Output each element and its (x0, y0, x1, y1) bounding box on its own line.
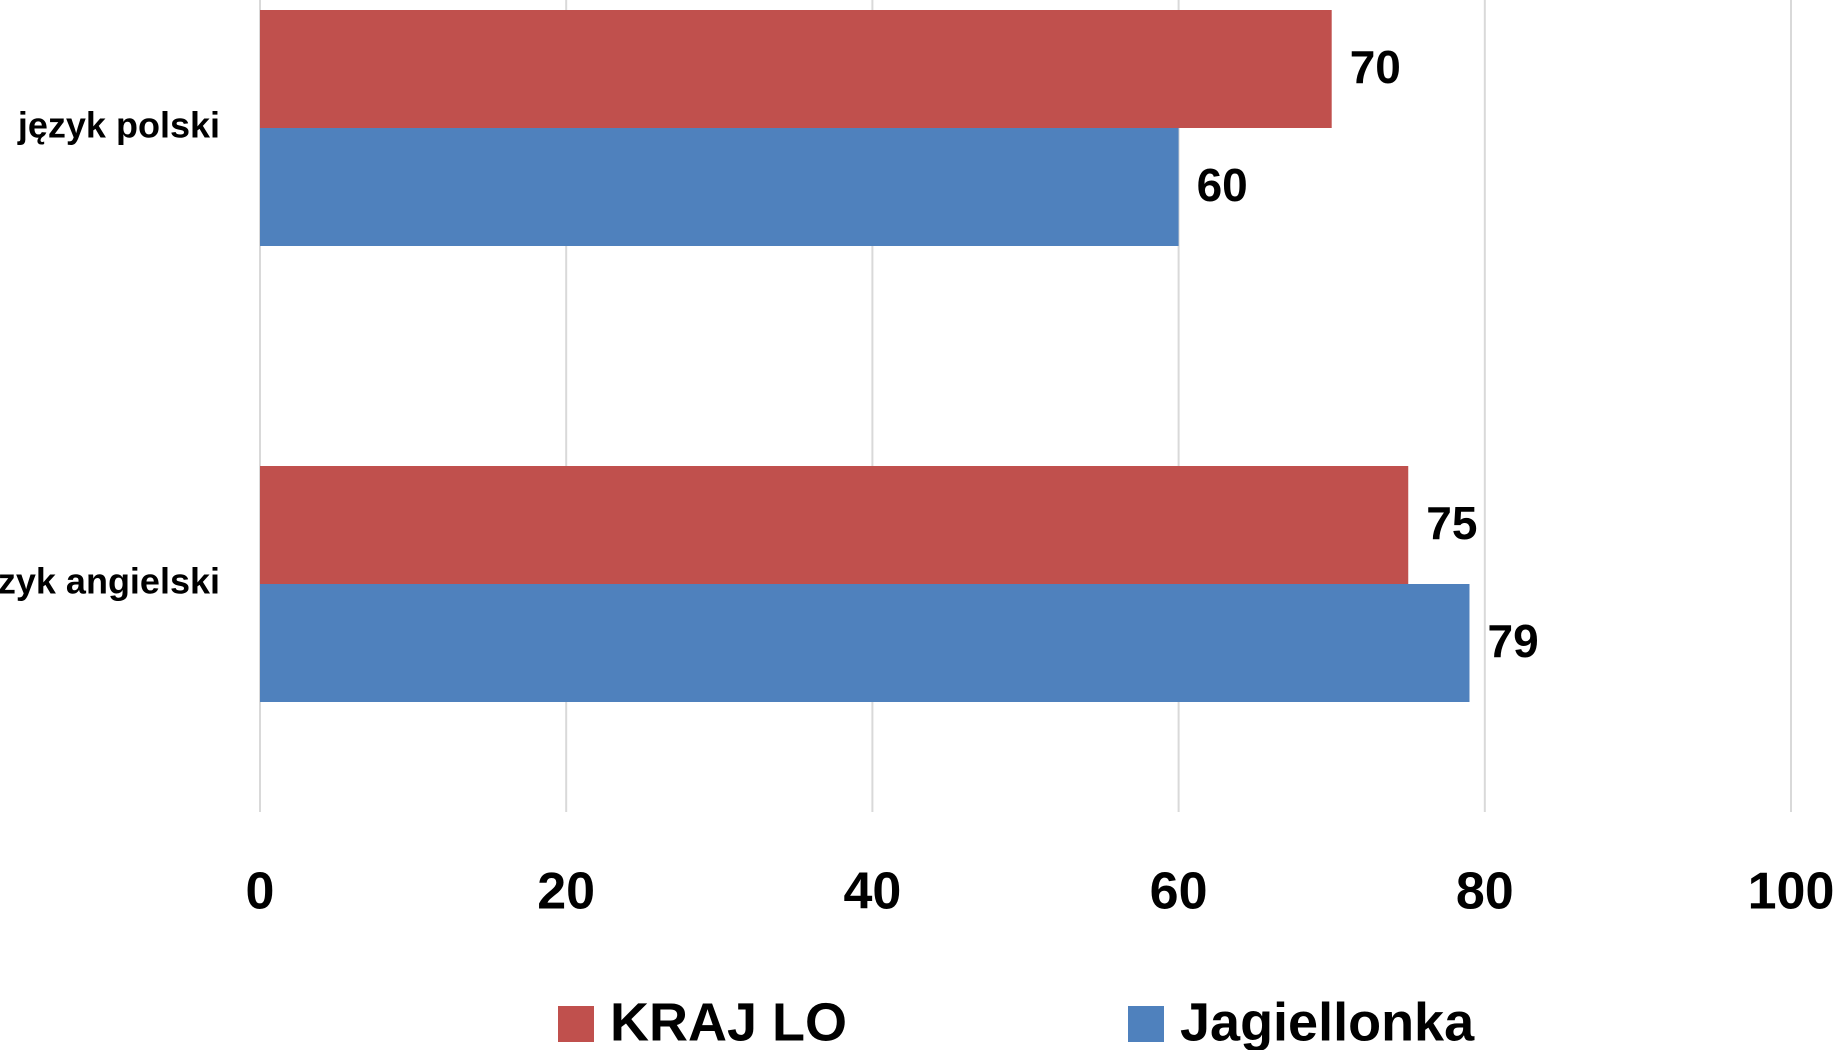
legend-swatch (1128, 1006, 1164, 1042)
category-label: język angielski (0, 561, 220, 602)
page: 0 20 40 60 80 100 język polski 70 60 język angiel… (0, 0, 1839, 1050)
x-tick-label: 60 (1150, 863, 1208, 921)
category-label: język polski (17, 105, 220, 146)
x-tick-label: 20 (537, 863, 595, 921)
bar (260, 128, 1179, 246)
bar (260, 10, 1332, 128)
legend-swatch (558, 1006, 594, 1042)
legend-label: Jagiellonka (1180, 992, 1475, 1050)
data-label: 79 (1487, 615, 1538, 667)
x-tick-label: 80 (1456, 863, 1514, 921)
bar (260, 584, 1469, 702)
x-tick-label: 100 (1748, 863, 1835, 921)
chart: 0 20 40 60 80 100 język polski 70 60 język angiel… (0, 0, 1839, 1050)
data-label: 60 (1197, 159, 1248, 211)
data-label: 75 (1426, 497, 1477, 549)
x-tick-label: 40 (843, 863, 901, 921)
x-tick-label: 0 (246, 863, 275, 921)
data-label: 70 (1350, 41, 1401, 93)
legend-label: KRAJ LO (610, 992, 847, 1050)
bar (260, 466, 1408, 584)
